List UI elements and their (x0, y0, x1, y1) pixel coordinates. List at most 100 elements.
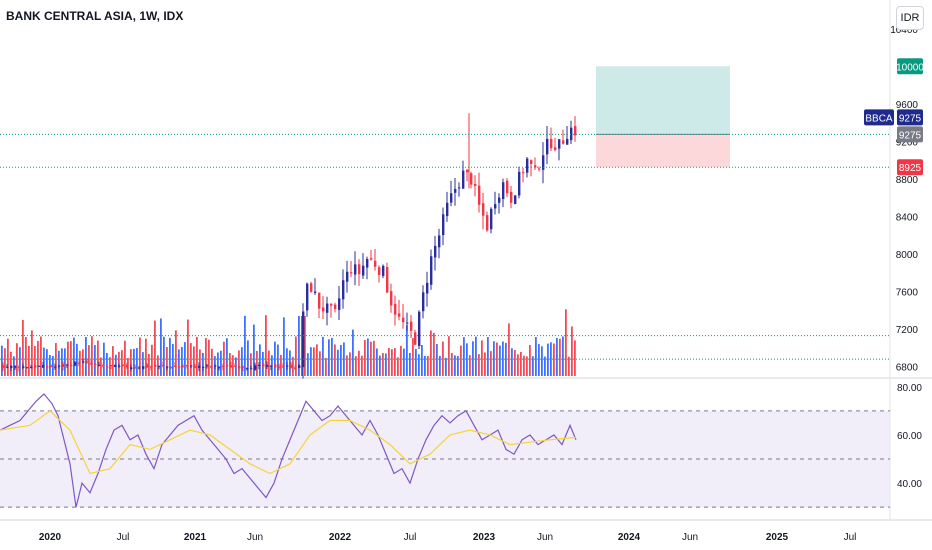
volume-bar (364, 340, 366, 376)
candle-body (62, 364, 65, 367)
price-tick-label: 8000 (896, 250, 919, 261)
candle-body (490, 208, 493, 230)
volume-bar (100, 357, 102, 376)
volume-bar (388, 348, 390, 376)
volume-bar (556, 338, 558, 376)
volume-bar (154, 320, 156, 376)
candle-body (78, 362, 81, 364)
volume-bar (382, 353, 384, 376)
volume-bar (574, 340, 576, 376)
volume-bar (544, 356, 546, 376)
candle-body (434, 245, 437, 258)
rsi-band (0, 410, 890, 508)
candle-body (470, 173, 473, 185)
candle-body (114, 365, 117, 368)
price-axis[interactable]: 6800 7200 7600 8000 8400 8800 9200 9600 10400 40.… (890, 25, 922, 490)
candle-body (46, 366, 49, 368)
long-position-tool[interactable] (596, 66, 730, 168)
candle-body (450, 193, 453, 203)
symbol-label-bg (864, 109, 894, 126)
candle-body (394, 303, 397, 315)
volume-bar (55, 343, 57, 376)
volume-bar (166, 347, 168, 376)
volume-bar (499, 345, 501, 376)
volume-bar (511, 348, 513, 376)
candle-body (2, 365, 5, 368)
volume-bar (7, 338, 9, 376)
volume-bar (67, 341, 69, 376)
candle-body (38, 366, 41, 368)
volume-bar (547, 343, 549, 376)
volume-bar (172, 344, 174, 376)
candle-body (186, 365, 189, 367)
rsi-tick-label: 80.00 (897, 383, 922, 394)
candle-body (462, 170, 465, 189)
candle-body (82, 361, 85, 363)
candle-body (422, 292, 425, 312)
candle-body (554, 147, 557, 150)
volume-bar (85, 336, 87, 376)
volume-bar (22, 319, 24, 376)
candle-body (402, 317, 405, 323)
volume-bar (175, 330, 177, 376)
time-tick-label: 2023 (473, 532, 496, 543)
time-tick-label: Jun (682, 532, 698, 543)
volume-bar (106, 352, 108, 376)
candle-body (522, 172, 525, 174)
candle-body (282, 366, 285, 368)
target-zone (596, 66, 730, 135)
candle-body (378, 267, 381, 276)
volume-bar (424, 355, 426, 376)
candle-body (206, 365, 209, 367)
volume-bar (538, 344, 540, 376)
volume-bar (73, 337, 75, 376)
price-tick-label: 9200 (896, 137, 919, 148)
candle-body (10, 365, 13, 368)
candle-body (218, 367, 221, 369)
candle-body (478, 185, 481, 205)
candle-body (558, 139, 561, 149)
candle-body (182, 366, 185, 368)
price-tick-label: 7200 (896, 325, 919, 336)
candle-body (298, 365, 301, 368)
volume-bar (268, 350, 270, 376)
volume-bar (91, 336, 93, 376)
candle-body (254, 365, 257, 370)
horizontal-levels[interactable] (0, 133, 890, 360)
candle-body (278, 366, 281, 368)
volume-bar (370, 341, 372, 376)
volume-bar (103, 342, 105, 376)
volume-bar (508, 323, 510, 376)
volume-bar (307, 353, 309, 376)
volume-bar (139, 337, 141, 376)
currency-button[interactable]: IDR (896, 6, 924, 30)
time-axis[interactable]: 2020 Jul 2021 Jun 2022 Jul 2023 Jun 2024 Jun 2025 J… (39, 532, 857, 543)
price-tick-label: 6800 (896, 363, 919, 374)
volume-bar (232, 355, 234, 376)
candle-body (286, 365, 289, 367)
time-tick-label: 2024 (618, 532, 641, 543)
stop-zone (596, 134, 730, 168)
candle-body (58, 365, 61, 367)
volume-bar (361, 355, 363, 376)
candle-body (70, 365, 73, 367)
candle-body (502, 182, 505, 200)
volume-bar (322, 336, 324, 376)
candle-body (418, 311, 421, 347)
candle-body (162, 365, 165, 367)
time-tick-label: 2020 (39, 532, 62, 543)
volume-bar (283, 317, 285, 376)
price-tick-label: 8400 (896, 212, 919, 223)
candle-body (14, 366, 17, 368)
candle-body (514, 195, 517, 204)
volume-bar (229, 353, 231, 376)
candle-body (570, 127, 573, 141)
candle-body (410, 321, 413, 331)
volume-bar (427, 356, 429, 376)
candle-body (314, 291, 317, 293)
volume-bar (88, 345, 90, 376)
volume-bar (265, 315, 267, 376)
candle-body (98, 364, 101, 366)
volume-bar (412, 338, 414, 376)
volume-bar (331, 337, 333, 376)
